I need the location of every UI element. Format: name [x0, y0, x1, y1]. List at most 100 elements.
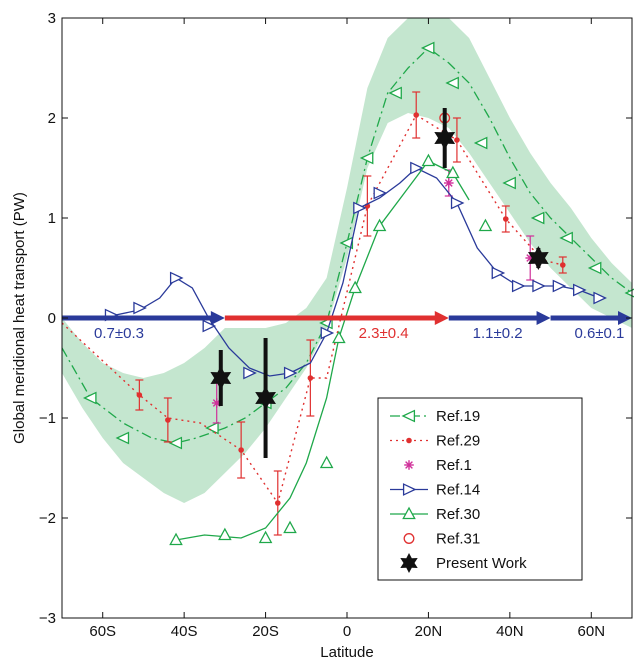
series-ref-14-marker: [243, 366, 257, 380]
transport-arrow-label: 1.1±0.2: [473, 325, 523, 342]
series-ref-19-marker: [205, 421, 219, 435]
x-tick-label: 20S: [252, 623, 279, 640]
x-tick-label: 60N: [578, 623, 606, 640]
y-tick-label: 3: [48, 10, 56, 27]
legend-label: Ref.30: [436, 506, 480, 523]
series-ref-14-marker: [373, 186, 388, 200]
legend-marker: [400, 553, 418, 573]
y-tick-label: 0: [48, 310, 56, 327]
legend-label: Present Work: [436, 555, 527, 572]
series-ref-19-marker: [339, 236, 354, 250]
y-tick-label: −2: [39, 510, 56, 527]
transport-arrow-label: 0.7±0.3: [94, 325, 144, 342]
x-tick-label: 40S: [171, 623, 198, 640]
series-ref-29-marker: [136, 392, 143, 398]
legend-marker: [402, 506, 416, 520]
uncertainty-band: [62, 18, 632, 503]
y-tick-label: −3: [39, 610, 56, 627]
transport-arrow-label: 2.3±0.4: [359, 325, 409, 342]
series-present-work-marker: [210, 366, 232, 390]
series-present-work-marker: [434, 126, 456, 150]
series-ref-30-marker: [169, 532, 183, 546]
series-ref-30-marker: [372, 218, 387, 232]
legend-item: Ref.14: [390, 482, 480, 499]
series-ref-14-marker: [532, 279, 546, 293]
transport-arrow-1: 0.7±0.3: [62, 311, 225, 342]
series-ref-14-marker: [320, 326, 335, 340]
legend-label: Ref.1: [436, 457, 472, 474]
series-ref-30-marker: [478, 218, 493, 232]
series-ref-19-marker: [473, 136, 488, 150]
x-tick-label: 20N: [415, 623, 443, 640]
series-ref-29-marker: [165, 417, 171, 423]
legend-label: Ref.31: [436, 531, 480, 548]
transport-arrow-head: [536, 311, 551, 325]
series-ref-14-marker: [491, 266, 506, 280]
legend-label: Ref.19: [436, 408, 480, 425]
series-present-work: [210, 108, 549, 458]
x-tick-label: 40N: [496, 623, 524, 640]
series-ref-29-marker: [413, 112, 420, 118]
series-ref-30-marker: [332, 330, 346, 344]
series-ref-30-marker: [258, 530, 273, 544]
series-ref-19-marker: [115, 431, 130, 445]
transport-arrows-group: 0.7±0.3 2.3±0.4 1.1±0.2 0.6±0.1: [62, 311, 632, 342]
series-ref-19-marker: [502, 176, 516, 190]
series-ref-19-marker: [359, 151, 374, 165]
series-ref-30-marker: [446, 165, 460, 179]
series-ref-19-marker: [530, 211, 545, 225]
transport-arrow-2: 2.3±0.4: [224, 311, 449, 342]
series-ref-30-marker: [319, 455, 334, 469]
legend-item: Ref.31: [403, 531, 480, 548]
series-ref-30-marker: [218, 527, 232, 541]
legend-item: Ref.29: [390, 433, 480, 450]
series-ref-19-marker: [587, 261, 602, 275]
series-ref-30: [169, 153, 493, 546]
x-axis-label: Latitude: [320, 644, 373, 661]
series-ref-19-marker: [388, 86, 402, 100]
transport-arrow-head: [618, 311, 632, 325]
series-present-work-marker: [528, 246, 549, 270]
series-ref-30-marker: [348, 280, 362, 294]
legend-item: Ref.19: [390, 408, 480, 425]
series-ref-14-marker: [410, 161, 424, 175]
legend-label: Ref.29: [436, 433, 480, 450]
legend-item: Present Work: [400, 553, 527, 573]
series-ref-19-marker: [559, 231, 573, 245]
transport-arrow-4: 0.6±0.1: [550, 311, 632, 342]
legend-marker: [401, 409, 416, 423]
series-ref-1-marker: [443, 178, 454, 188]
series-ref-19-marker: [420, 41, 435, 55]
y-axis-label: Global meridional heat transport (PW): [11, 192, 28, 444]
x-tick-label: 0: [343, 623, 351, 640]
transport-arrow-head: [434, 311, 449, 325]
series-ref-14-marker: [573, 283, 587, 297]
series-ref-19-marker: [82, 391, 97, 405]
series-ref-14-marker: [283, 366, 298, 380]
legend-label: Ref.14: [436, 482, 480, 499]
series-ref-14-marker: [511, 279, 526, 293]
series-ref-29-marker: [274, 500, 281, 506]
series-ref-14-marker: [593, 291, 607, 305]
series-ref-14-marker: [202, 319, 217, 333]
legend-item: Ref.30: [390, 506, 480, 523]
series-ref-29-marker: [238, 447, 244, 453]
series-ref-29: [61, 91, 567, 536]
y-tick-label: 2: [48, 110, 56, 127]
legend-marker: [403, 533, 415, 544]
series-ref-14-line: [82, 167, 600, 377]
y-tick-label: 1: [48, 210, 56, 227]
series-ref-29-marker: [559, 262, 566, 268]
transport-arrow-label: 0.6±0.1: [574, 325, 624, 342]
series-ref-14-marker: [133, 301, 147, 315]
series-ref-30-marker: [283, 520, 297, 534]
legend-item: Ref.1: [404, 457, 472, 474]
x-tick-label: 60S: [89, 623, 116, 640]
series-ref-19-marker: [168, 436, 183, 450]
series-ref-29-marker: [502, 216, 509, 222]
legend-marker: [404, 460, 414, 470]
series-ref-19-marker: [445, 76, 459, 90]
series-ref-29-marker: [307, 375, 314, 381]
series-ref-14-marker: [169, 271, 184, 285]
